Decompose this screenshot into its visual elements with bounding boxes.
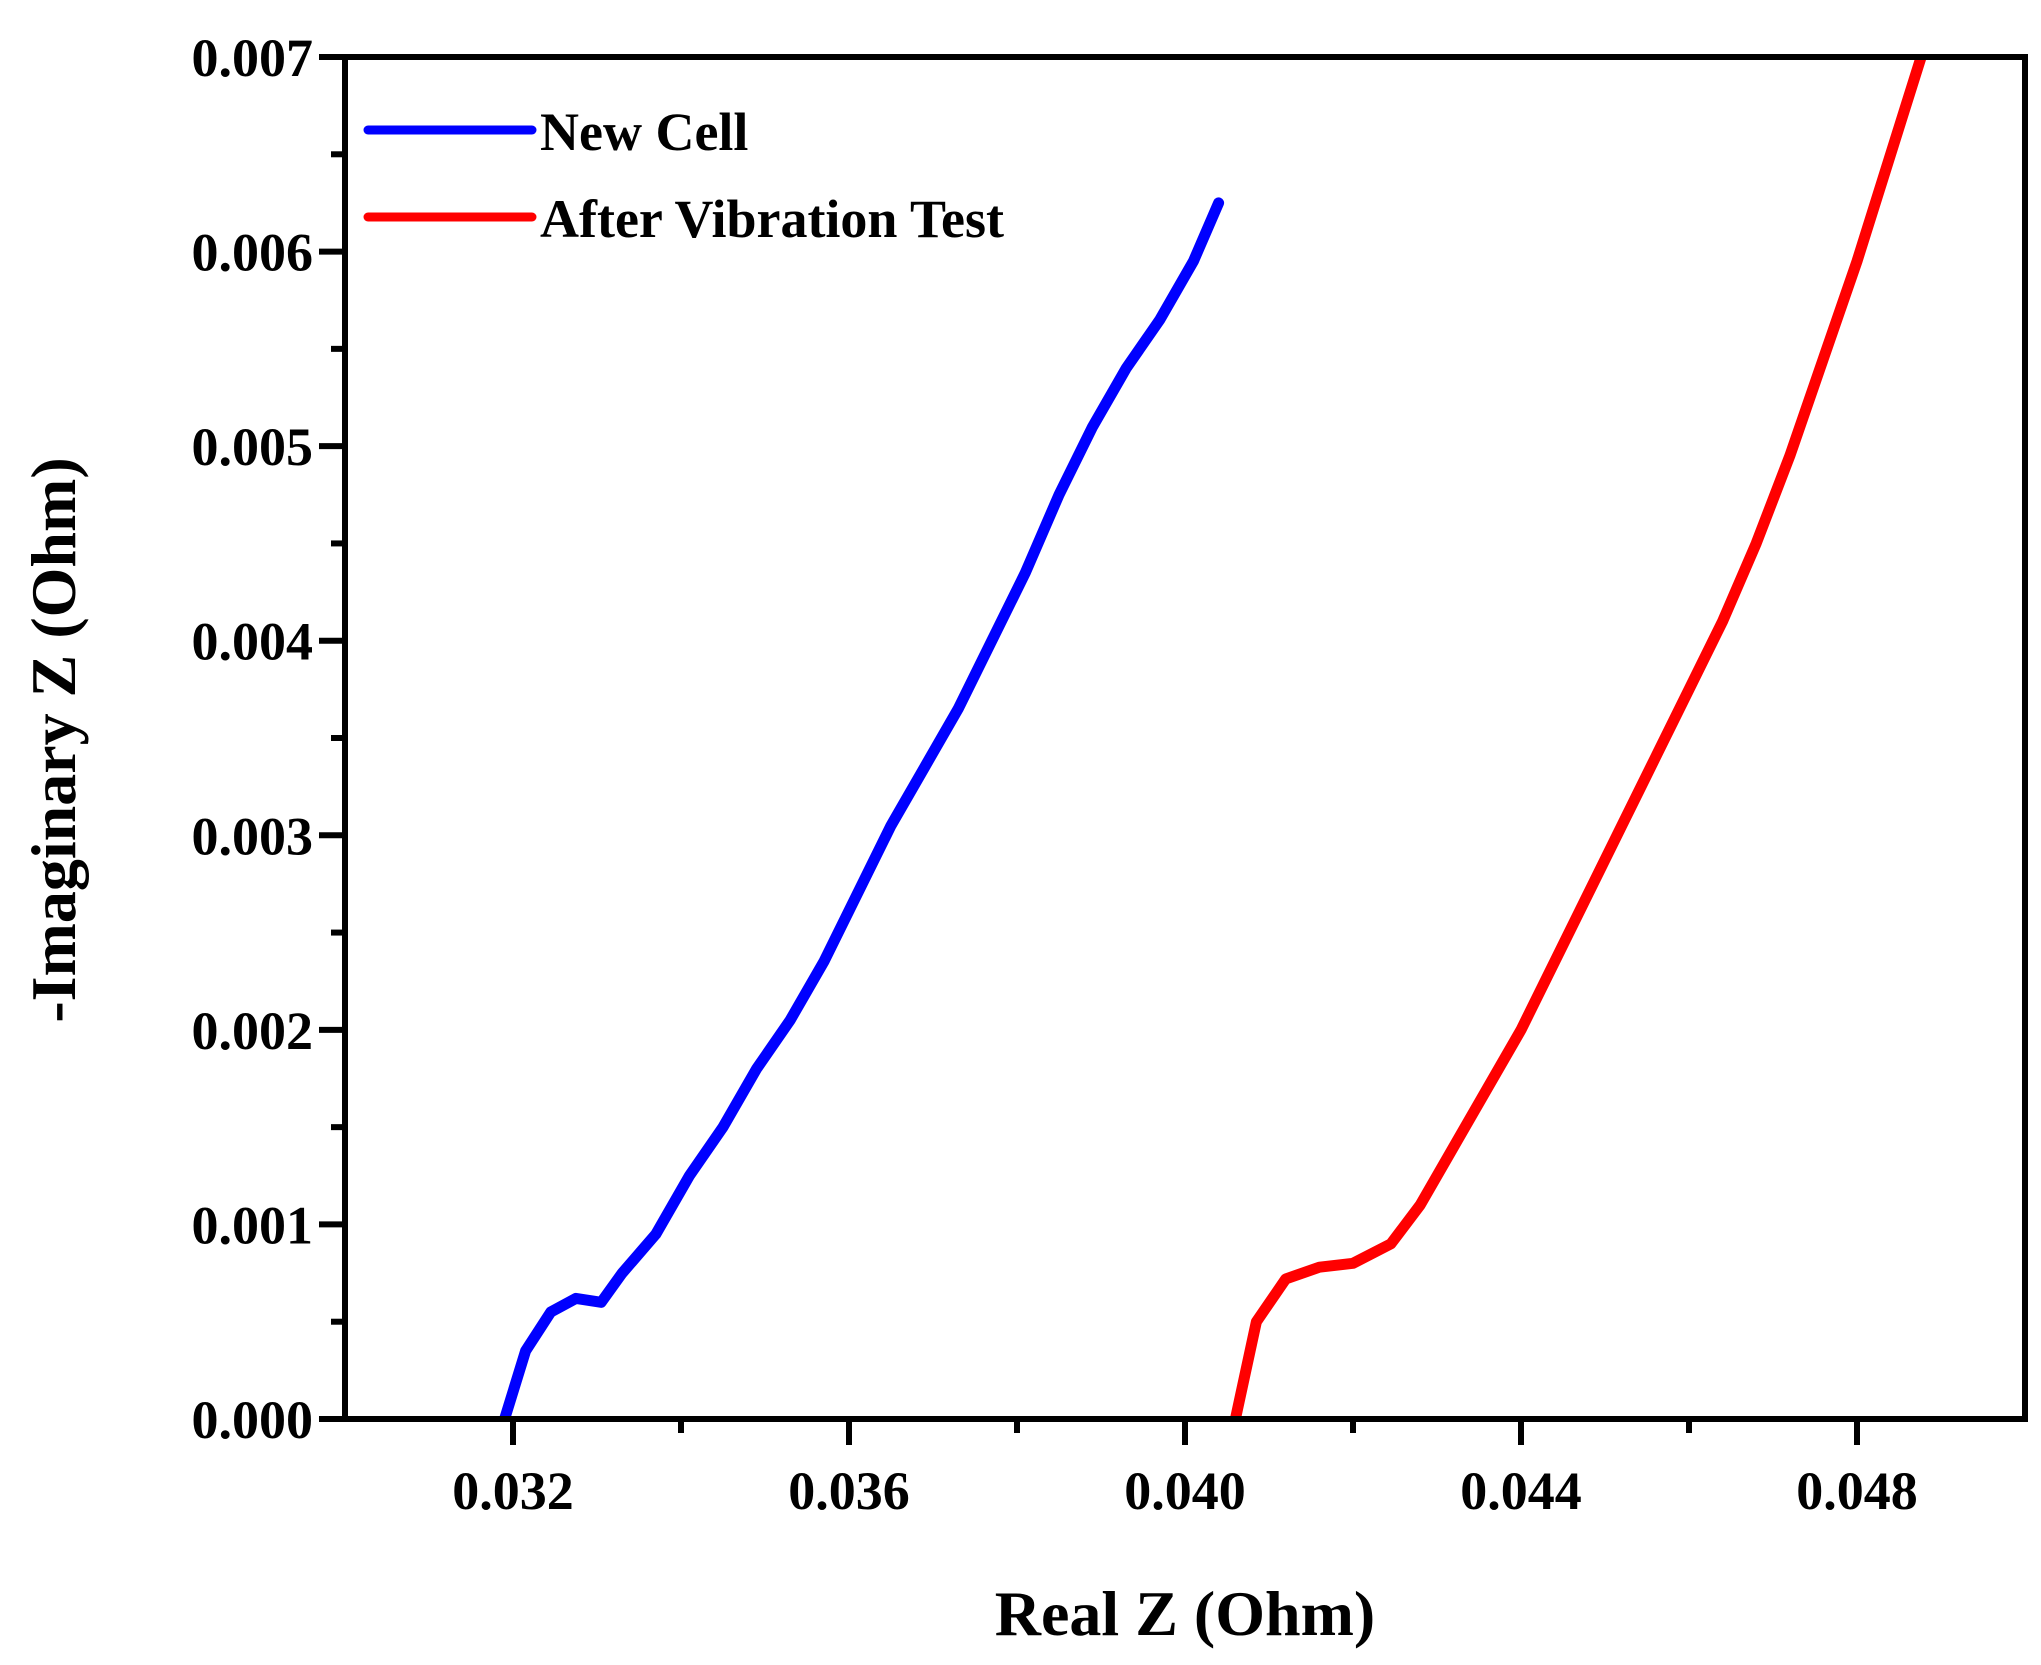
y-tick-label: 0.006: [192, 223, 314, 283]
y-tick-label: 0.004: [192, 612, 314, 672]
series-layer: [499, 57, 1927, 1419]
y-tick-label: 0.000: [192, 1390, 314, 1450]
x-tick-label: 0.044: [1460, 1461, 1582, 1521]
y-tick-label: 0.005: [192, 417, 314, 477]
y-axis-title: -Imaginary Z (Ohm): [18, 457, 89, 1022]
legend: New Cell After Vibration Test: [363, 102, 1004, 249]
legend-label-new-cell: New Cell: [540, 102, 748, 162]
x-tick-label: 0.040: [1124, 1461, 1246, 1521]
series-line-new-cell: [499, 197, 1225, 1419]
x-axis-ticks: 0.032 0.036 0.040 0.044 0.048: [452, 1419, 1918, 1521]
x-tick-label: 0.048: [1796, 1461, 1918, 1521]
x-axis-title: Real Z (Ohm): [995, 1578, 1375, 1649]
series-line-after-vibration-test: [1229, 57, 1927, 1419]
y-axis-ticks: 0.000 0.001 0.002 0.003 0.004 0.005 0.006 0.007: [192, 28, 345, 1450]
plot-frame: [342, 54, 2028, 1422]
y-tick-label: 0.003: [192, 806, 314, 866]
x-tick-label: 0.036: [788, 1461, 910, 1521]
y-tick-label: 0.007: [192, 28, 314, 88]
x-tick-label: 0.032: [452, 1461, 574, 1521]
legend-label-after-vibration-test: After Vibration Test: [540, 189, 1004, 249]
y-tick-label: 0.001: [192, 1195, 314, 1255]
y-tick-label: 0.002: [192, 1001, 314, 1061]
